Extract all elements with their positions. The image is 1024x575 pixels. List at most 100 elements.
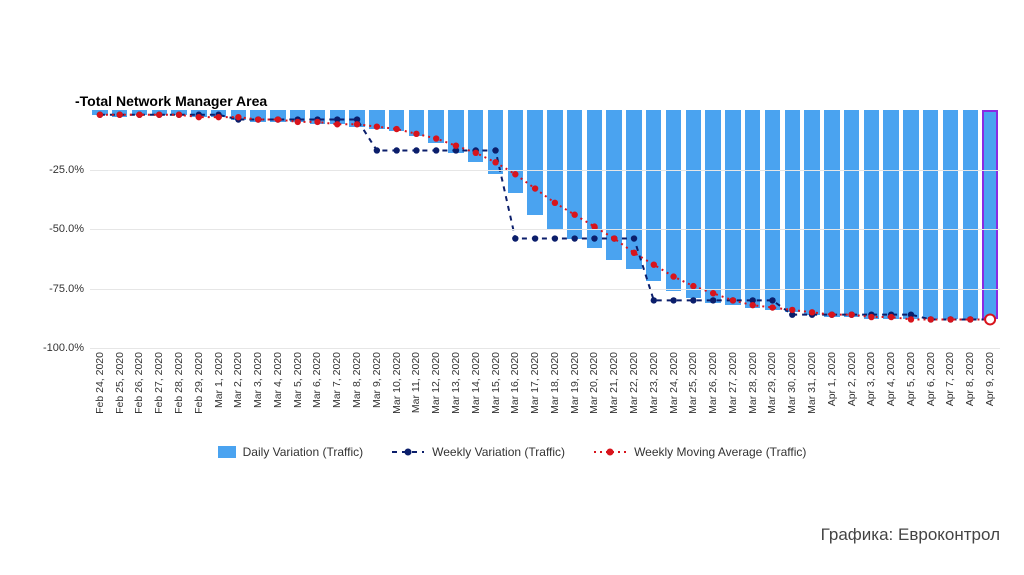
x-label-slot: Apr 3, 2020 <box>861 352 881 432</box>
x-axis-label: Apr 4, 2020 <box>885 352 897 406</box>
series-marker <box>295 119 301 125</box>
gridline <box>90 348 1000 349</box>
x-axis-label: Apr 6, 2020 <box>925 352 937 406</box>
x-axis-label: Mar 31, 2020 <box>806 352 818 414</box>
series-marker <box>374 147 380 153</box>
x-axis-label: Apr 2, 2020 <box>846 352 858 406</box>
x-axis-label: Mar 3, 2020 <box>252 352 264 408</box>
x-axis-label: Feb 27, 2020 <box>153 352 165 414</box>
series-marker <box>947 316 953 322</box>
legend-label-moving: Weekly Moving Average (Traffic) <box>634 445 806 459</box>
x-axis-label: Mar 21, 2020 <box>608 352 620 414</box>
x-axis-label: Mar 22, 2020 <box>628 352 640 414</box>
x-label-slot: Mar 20, 2020 <box>585 352 605 432</box>
series-marker <box>769 297 775 303</box>
x-axis-label: Apr 5, 2020 <box>905 352 917 406</box>
series-marker <box>354 121 360 127</box>
series-marker <box>631 250 637 256</box>
series-marker <box>413 131 419 137</box>
series-marker <box>453 143 459 149</box>
x-axis-label: Mar 14, 2020 <box>470 352 482 414</box>
series-marker <box>829 311 835 317</box>
x-axis-label: Mar 28, 2020 <box>747 352 759 414</box>
series-marker <box>670 273 676 279</box>
series-marker <box>532 185 538 191</box>
x-label-slot: Mar 14, 2020 <box>466 352 486 432</box>
gridline <box>90 289 1000 290</box>
legend: Daily Variation (Traffic) Weekly Variati… <box>0 445 1024 459</box>
image-credit: Графика: Евроконтрол <box>821 525 1000 545</box>
x-axis-label: Mar 19, 2020 <box>569 352 581 414</box>
series-marker <box>156 112 162 118</box>
legend-swatch-weekly <box>391 445 425 459</box>
x-label-slot: Mar 15, 2020 <box>486 352 506 432</box>
series-marker <box>235 114 241 120</box>
x-axis-label: Mar 5, 2020 <box>292 352 304 408</box>
series-marker <box>651 297 657 303</box>
series-marker <box>928 316 934 322</box>
x-label-slot: Mar 22, 2020 <box>624 352 644 432</box>
x-axis-label: Mar 2, 2020 <box>232 352 244 408</box>
series-marker <box>116 112 122 118</box>
legend-swatch-bar <box>218 446 236 458</box>
x-label-slot: Mar 16, 2020 <box>505 352 525 432</box>
x-label-slot: Mar 28, 2020 <box>743 352 763 432</box>
x-axis-label: Feb 28, 2020 <box>173 352 185 414</box>
series-marker <box>730 297 736 303</box>
x-axis-label: Apr 9, 2020 <box>984 352 996 406</box>
x-axis-label: Mar 11, 2020 <box>410 352 422 413</box>
x-axis-label: Mar 8, 2020 <box>351 352 363 408</box>
x-axis-label: Apr 3, 2020 <box>865 352 877 406</box>
gridline <box>90 229 1000 230</box>
x-axis-label: Mar 17, 2020 <box>529 352 541 414</box>
x-axis-label: Mar 4, 2020 <box>272 352 284 408</box>
gridline <box>90 170 1000 171</box>
x-axis-label: Feb 26, 2020 <box>133 352 145 414</box>
x-axis-label: Mar 30, 2020 <box>786 352 798 414</box>
x-label-slot: Apr 8, 2020 <box>960 352 980 432</box>
x-label-slot: Feb 26, 2020 <box>130 352 150 432</box>
series-marker <box>275 116 281 122</box>
x-label-slot: Mar 9, 2020 <box>367 352 387 432</box>
x-label-slot: Mar 12, 2020 <box>426 352 446 432</box>
x-label-slot: Mar 2, 2020 <box>228 352 248 432</box>
chart-container: -Total Network Manager Area -25.0%-50.0%… <box>0 0 1024 575</box>
series-marker <box>433 147 439 153</box>
series-marker <box>552 235 558 241</box>
series-marker <box>789 307 795 313</box>
x-label-slot: Feb 25, 2020 <box>110 352 130 432</box>
x-axis-label: Feb 25, 2020 <box>114 352 126 414</box>
x-label-slot: Mar 1, 2020 <box>209 352 229 432</box>
x-label-slot: Mar 19, 2020 <box>565 352 585 432</box>
series-marker <box>314 119 320 125</box>
y-axis-label: -25.0% <box>49 164 84 176</box>
series-marker <box>433 135 439 141</box>
x-label-slot: Apr 6, 2020 <box>921 352 941 432</box>
x-label-slot: Mar 21, 2020 <box>604 352 624 432</box>
x-label-slot: Feb 24, 2020 <box>90 352 110 432</box>
series-marker <box>374 123 380 129</box>
series-marker <box>473 150 479 156</box>
legend-item-weekly: Weekly Variation (Traffic) <box>391 445 565 459</box>
series-marker <box>868 314 874 320</box>
x-label-slot: Mar 10, 2020 <box>387 352 407 432</box>
series-marker <box>651 262 657 268</box>
series-marker <box>908 316 914 322</box>
x-axis-label: Mar 23, 2020 <box>648 352 660 414</box>
series-marker <box>611 235 617 241</box>
series-marker <box>591 235 597 241</box>
series-marker <box>492 147 498 153</box>
chart-title: -Total Network Manager Area <box>75 93 267 109</box>
x-label-slot: Mar 27, 2020 <box>723 352 743 432</box>
y-axis-label: -100.0% <box>43 342 84 354</box>
plot-area: -25.0%-50.0%-75.0%-100.0% <box>90 110 1000 349</box>
x-axis-label: Feb 24, 2020 <box>94 352 106 414</box>
series-marker <box>512 171 518 177</box>
x-label-slot: Feb 27, 2020 <box>149 352 169 432</box>
x-label-slot: Feb 29, 2020 <box>189 352 209 432</box>
series-marker <box>97 112 103 118</box>
x-axis-label: Mar 10, 2020 <box>391 352 403 414</box>
series-marker <box>393 147 399 153</box>
x-axis-label: Mar 7, 2020 <box>331 352 343 408</box>
x-axis-label: Apr 8, 2020 <box>964 352 976 406</box>
